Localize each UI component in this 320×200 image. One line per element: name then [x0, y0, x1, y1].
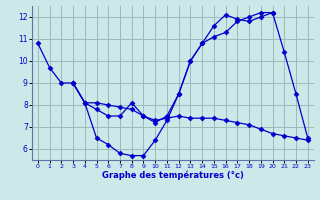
X-axis label: Graphe des températures (°c): Graphe des températures (°c): [102, 171, 244, 180]
